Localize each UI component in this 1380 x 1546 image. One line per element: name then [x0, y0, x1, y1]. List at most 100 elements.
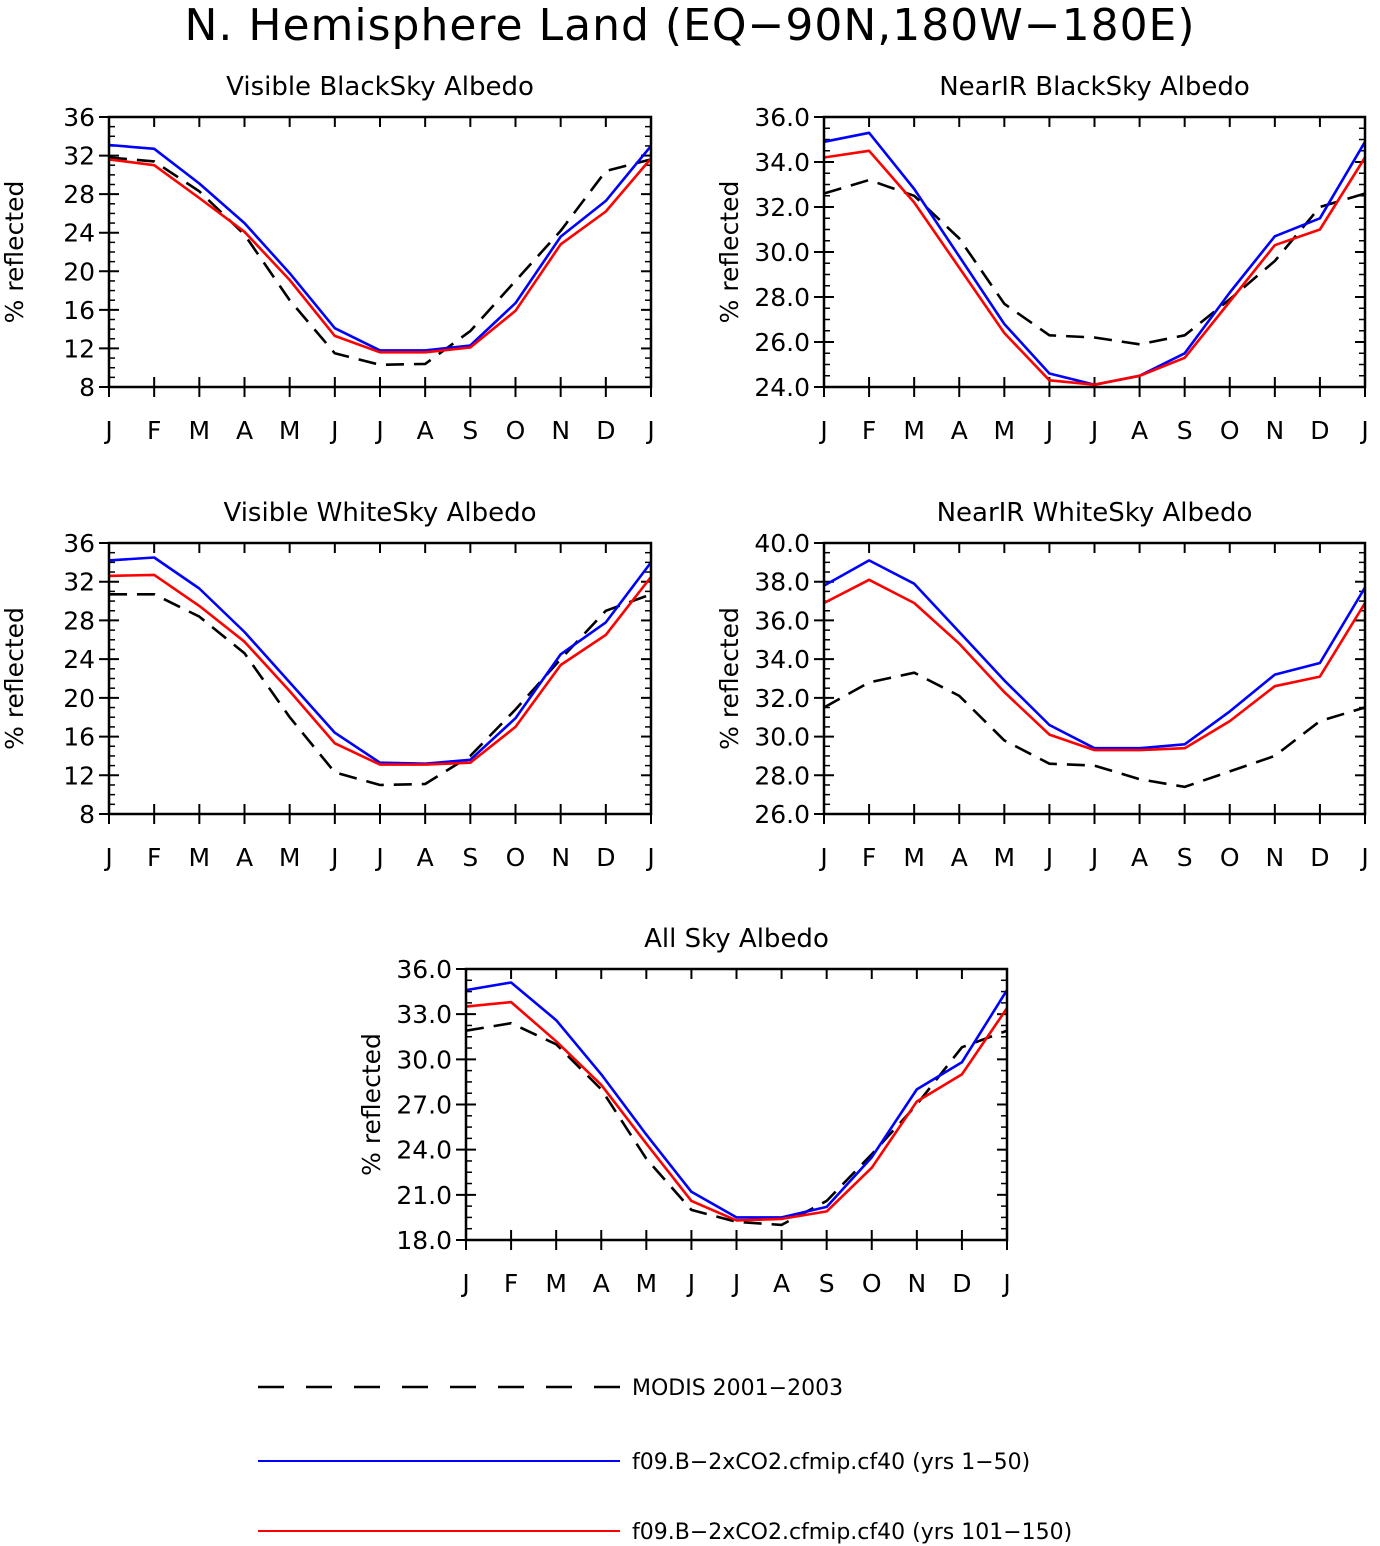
x-tick-label: J — [645, 416, 654, 445]
x-tick-label: O — [506, 416, 526, 445]
x-tick-label: S — [1177, 416, 1193, 445]
series-line-modis — [108, 156, 652, 367]
x-tick-label: D — [952, 1269, 971, 1298]
x-tick-label: M — [279, 416, 301, 445]
x-tick-label: N — [907, 1269, 926, 1298]
y-tick-label: 34.0 — [754, 645, 810, 674]
x-tick-label: A — [1131, 416, 1148, 445]
x-tick-label: S — [819, 1269, 835, 1298]
plot-frame — [822, 115, 1367, 389]
x-tick-label: J — [1089, 843, 1098, 872]
y-axis-label: % reflected — [0, 181, 29, 324]
x-tick-label: S — [1177, 843, 1193, 872]
y-tick-label: 16 — [63, 296, 95, 325]
y-tick-label: 26.0 — [754, 800, 810, 829]
plot-frame — [107, 541, 653, 816]
y-tick-label: 8 — [79, 373, 95, 402]
y-tick-label: 28.0 — [754, 283, 810, 312]
panel-title: Visible WhiteSky Albedo — [223, 498, 536, 528]
series-line-run2 — [465, 1000, 1009, 1222]
y-tick-label: 38.0 — [754, 568, 810, 597]
y-tick-label: 30.0 — [754, 723, 810, 752]
series-line-run1 — [823, 131, 1367, 387]
y-tick-label: 33.0 — [396, 1000, 452, 1029]
x-tick-label: J — [1359, 416, 1368, 445]
x-tick-label: M — [545, 1269, 567, 1298]
y-tick-label: 36.0 — [754, 103, 810, 132]
y-tick-label: 12 — [63, 334, 95, 363]
y-tick-label: 18.0 — [396, 1226, 452, 1255]
series-line-run1 — [108, 143, 653, 352]
x-tick-label: O — [506, 843, 526, 872]
plot-frame — [464, 967, 1009, 1242]
series-line-run2 — [108, 573, 653, 766]
x-tick-label: O — [1220, 843, 1240, 872]
x-tick-label: F — [504, 1269, 518, 1298]
panel-title: NearIR BlackSky Albedo — [939, 72, 1250, 102]
legend-label-run2: f09.B−2xCO2.cfmip.cf40 (yrs 101−150) — [632, 1520, 1072, 1545]
series-line-modis — [109, 592, 652, 787]
x-tick-label: O — [862, 1269, 882, 1298]
x-tick-label: A — [773, 1269, 790, 1298]
y-tick-label: 30.0 — [396, 1045, 452, 1074]
x-tick-label: J — [374, 416, 383, 445]
x-tick-label: A — [236, 843, 253, 872]
y-axis-label: % reflected — [715, 181, 744, 324]
series-line-modis — [823, 178, 1366, 346]
y-tick-label: 30.0 — [754, 238, 810, 267]
x-tick-label: J — [818, 843, 827, 872]
x-tick-label: F — [147, 416, 161, 445]
x-tick-label: A — [951, 416, 968, 445]
x-tick-label: N — [551, 416, 570, 445]
x-tick-label: M — [636, 1269, 658, 1298]
figure-title: N. Hemisphere Land (EQ−90N,180W−180E) — [184, 0, 1195, 51]
series-line-run2 — [823, 149, 1367, 387]
x-tick-label: J — [460, 1269, 469, 1298]
x-tick-label: S — [462, 843, 478, 872]
x-tick-label: D — [596, 843, 615, 872]
x-tick-label: F — [147, 843, 161, 872]
x-tick-label: A — [1131, 843, 1148, 872]
panel-title: NearIR WhiteSky Albedo — [937, 498, 1253, 528]
x-tick-label: A — [593, 1269, 610, 1298]
x-tick-label: J — [1089, 416, 1098, 445]
y-tick-label: 32.0 — [754, 193, 810, 222]
series-line-run1 — [823, 559, 1367, 750]
y-tick-label: 32 — [63, 568, 95, 597]
series-line-run1 — [465, 981, 1009, 1219]
series-line-run2 — [108, 157, 652, 354]
x-tick-label: S — [462, 416, 478, 445]
x-tick-label: D — [1310, 416, 1329, 445]
x-tick-label: A — [417, 416, 434, 445]
y-tick-label: 32 — [63, 142, 95, 171]
y-axis-label: % reflected — [357, 1033, 386, 1176]
y-tick-label: 21.0 — [396, 1181, 452, 1210]
y-tick-label: 40.0 — [754, 529, 810, 558]
x-tick-label: J — [818, 416, 827, 445]
y-axis-label: % reflected — [0, 607, 29, 750]
y-axis-label: % reflected — [715, 607, 744, 750]
series-line-modis — [465, 1021, 1008, 1227]
x-tick-label: J — [374, 843, 383, 872]
x-tick-label: A — [417, 843, 434, 872]
y-tick-label: 32.0 — [754, 684, 810, 713]
y-tick-label: 36.0 — [754, 606, 810, 635]
x-tick-label: O — [1220, 416, 1240, 445]
x-tick-label: D — [1310, 843, 1329, 872]
y-tick-label: 28.0 — [754, 761, 810, 790]
legend-label-modis: MODIS 2001−2003 — [632, 1376, 843, 1401]
x-tick-label: J — [645, 843, 654, 872]
x-tick-label: F — [862, 416, 876, 445]
x-tick-label: M — [903, 843, 925, 872]
x-tick-label: J — [731, 1269, 740, 1298]
legend: MODIS 2001−2003 f09.B−2xCO2.cfmip.cf40 (y… — [258, 1376, 1072, 1545]
plot-frame — [107, 115, 653, 389]
series-line-run2 — [823, 578, 1367, 752]
x-tick-label: D — [596, 416, 615, 445]
x-tick-label: N — [1265, 416, 1284, 445]
x-tick-label: F — [862, 843, 876, 872]
y-tick-label: 28 — [63, 606, 95, 635]
